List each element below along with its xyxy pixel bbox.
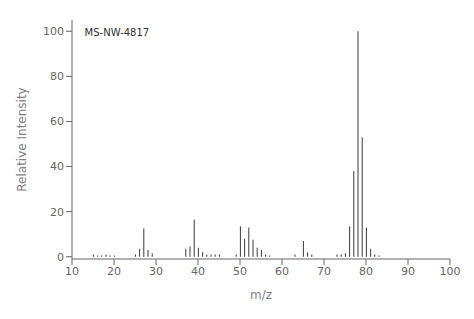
svg-text:30: 30 [149,265,163,278]
svg-text:100: 100 [43,25,64,38]
svg-text:20: 20 [107,265,121,278]
svg-text:40: 40 [191,265,205,278]
svg-text:40: 40 [50,160,64,173]
svg-text:MS-NW-4817: MS-NW-4817 [85,27,150,38]
svg-text:50: 50 [233,265,247,278]
svg-text:20: 20 [50,206,64,219]
svg-text:Relative Intensity: Relative Intensity [15,87,29,191]
svg-text:90: 90 [401,265,415,278]
svg-text:m/z: m/z [250,288,272,302]
svg-text:70: 70 [317,265,331,278]
svg-text:100: 100 [440,265,461,278]
svg-text:60: 60 [50,115,64,128]
svg-text:60: 60 [275,265,289,278]
svg-text:10: 10 [65,265,79,278]
svg-text:80: 80 [359,265,373,278]
svg-text:0: 0 [57,251,64,264]
svg-text:80: 80 [50,70,64,83]
